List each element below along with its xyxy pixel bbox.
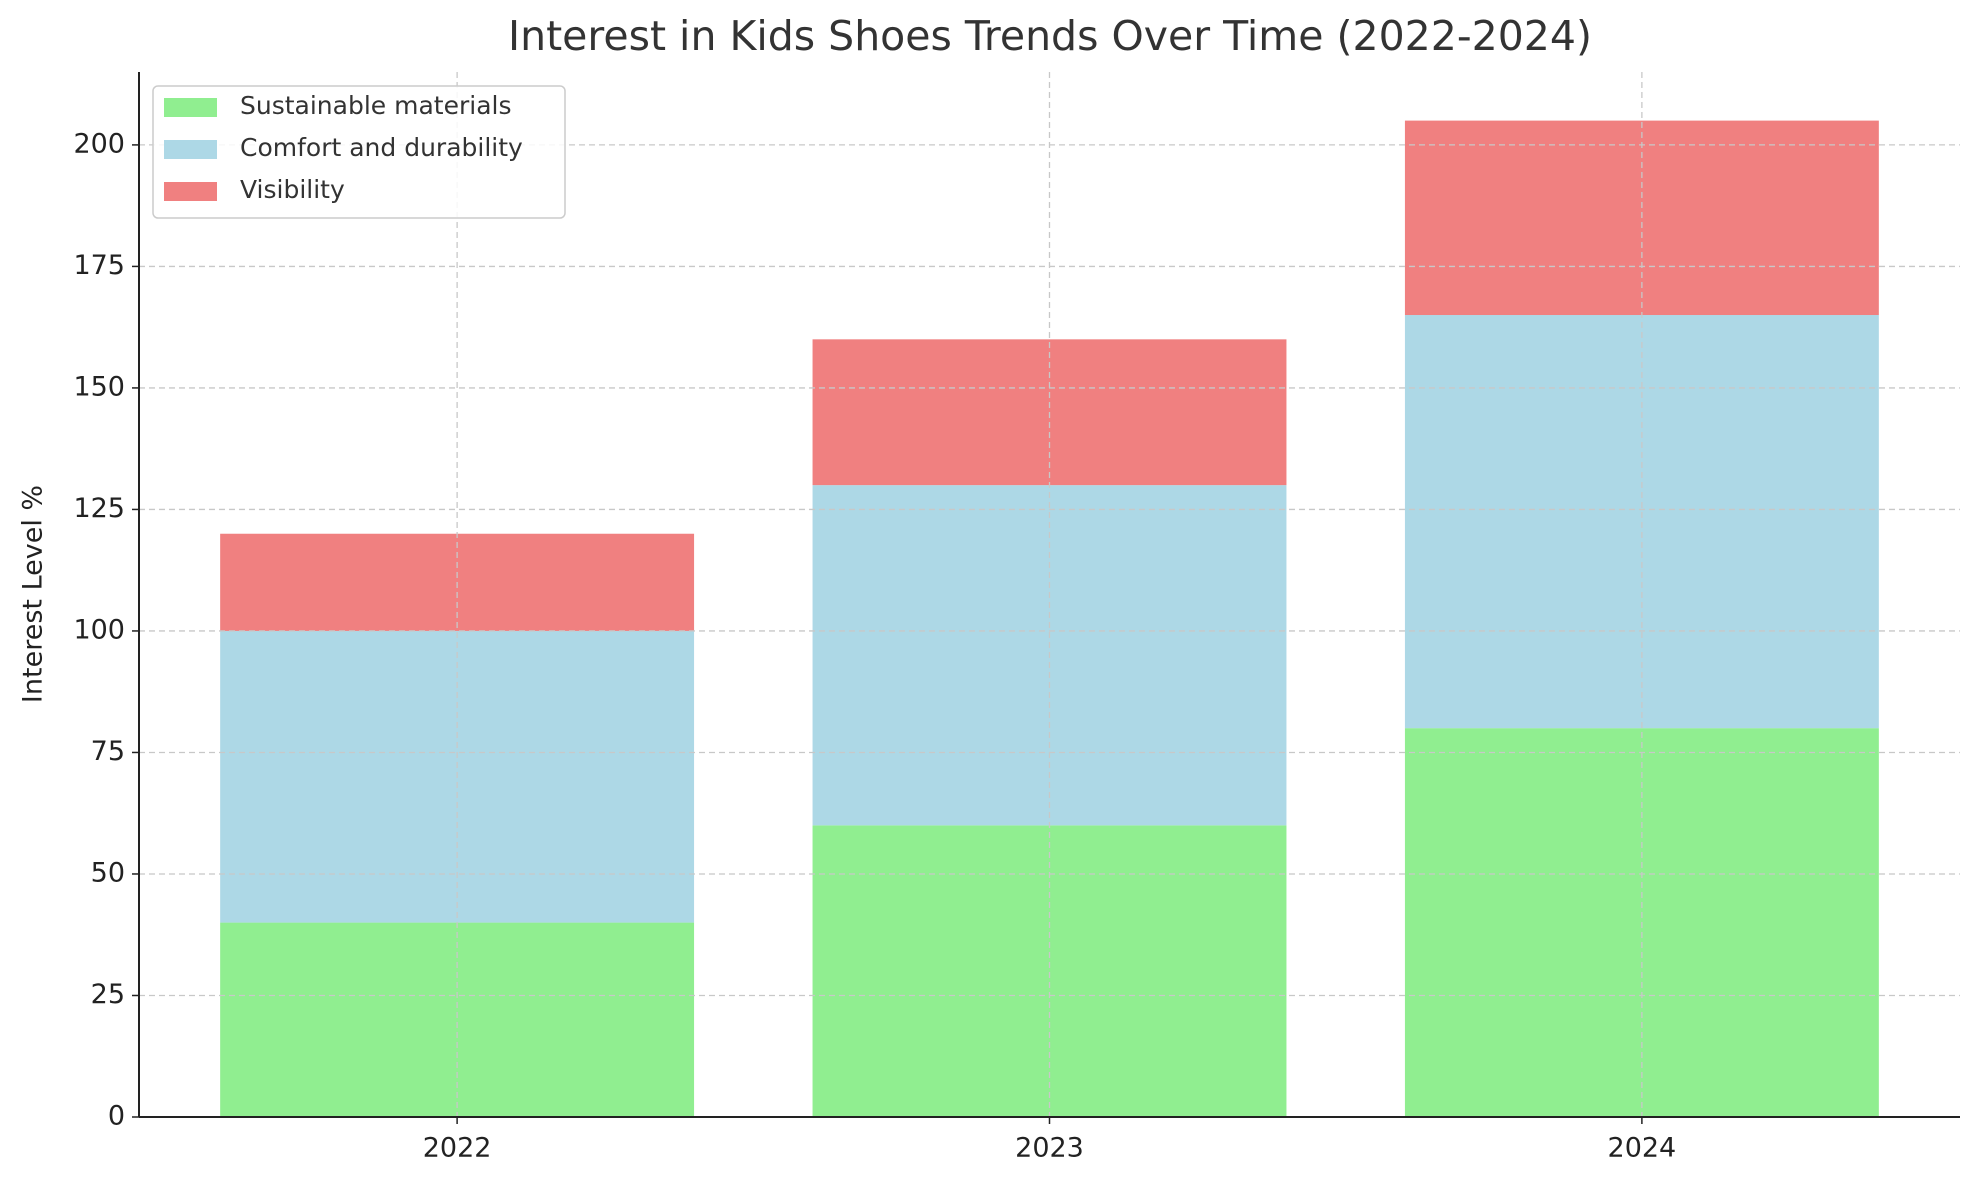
y-tick-label: 125 <box>73 493 125 524</box>
legend-label: Sustainable materials <box>240 91 511 120</box>
x-tick-label: 2022 <box>423 1133 492 1164</box>
y-tick-label: 175 <box>73 250 125 281</box>
x-tick-label: 2023 <box>1015 1133 1084 1164</box>
legend-swatch <box>164 182 217 201</box>
y-axis-label: Interest Level % <box>18 485 49 703</box>
y-tick-label: 0 <box>108 1101 125 1132</box>
y-tick-label: 100 <box>73 614 125 645</box>
legend-frame <box>152 85 566 219</box>
x-tick-label: 2024 <box>1608 1133 1677 1164</box>
y-tick-label: 25 <box>91 979 125 1010</box>
legend-label: Comfort and durability <box>240 133 523 162</box>
legend-swatch <box>164 98 217 117</box>
chart-title: Interest in Kids Shoes Trends Over Time … <box>508 12 1592 60</box>
y-tick-label: 50 <box>91 857 125 888</box>
y-tick-label: 150 <box>73 371 125 402</box>
y-tick-label: 75 <box>91 736 125 767</box>
legend-swatch <box>164 140 217 159</box>
legend-label: Visibility <box>240 175 345 204</box>
y-tick-label: 200 <box>73 128 125 159</box>
